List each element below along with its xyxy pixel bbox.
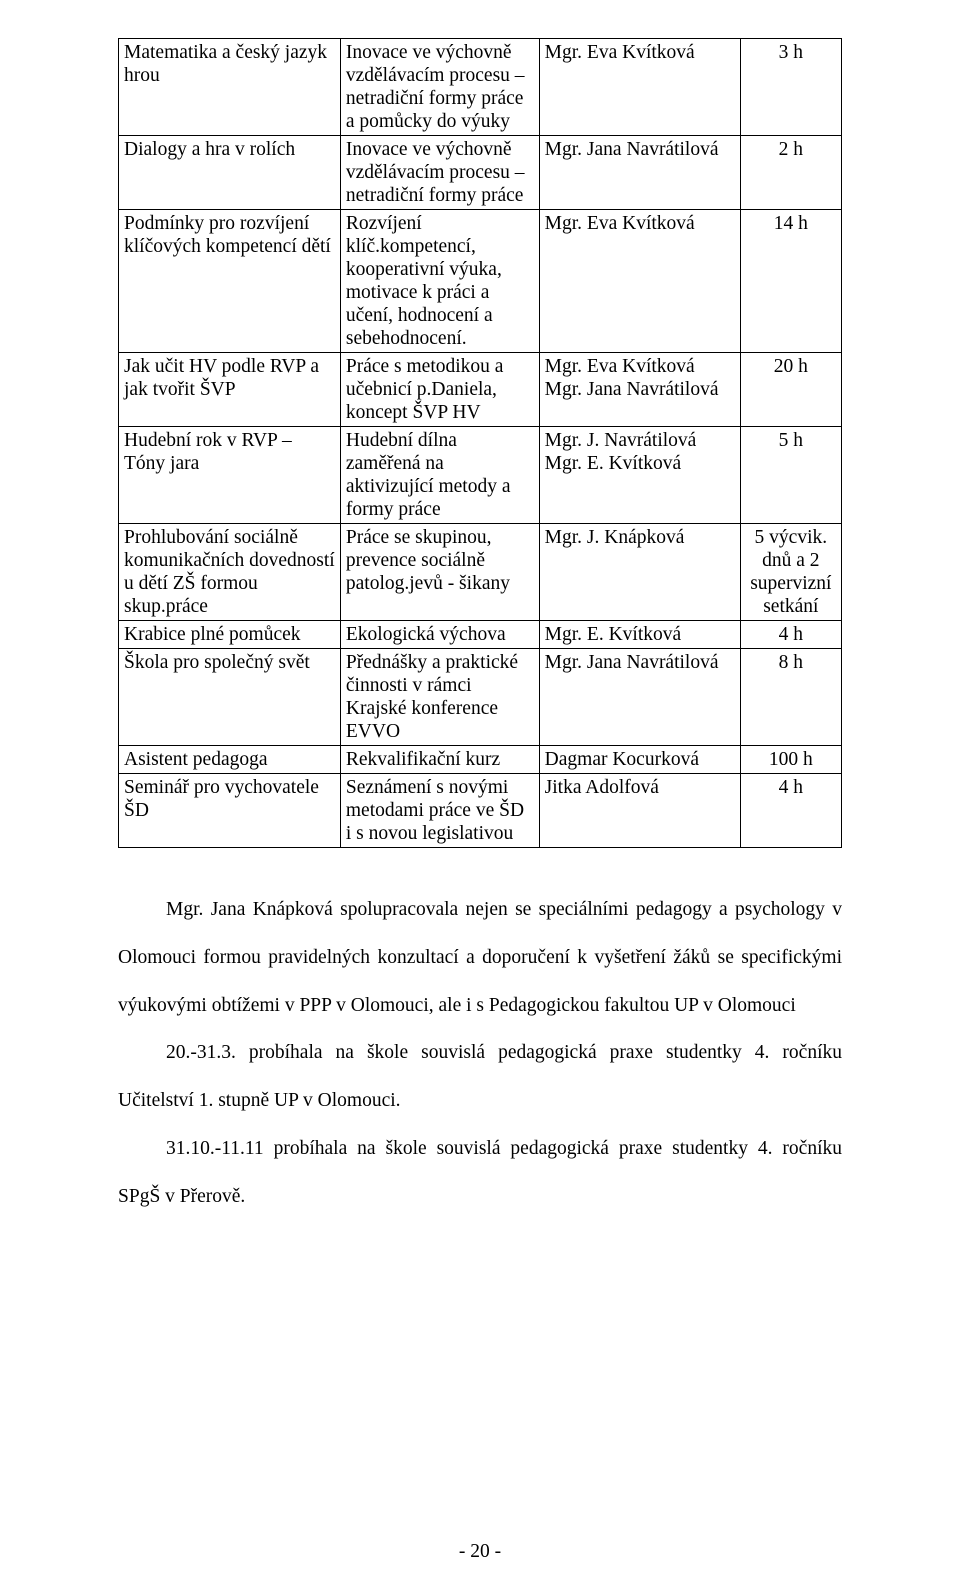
body-text: Mgr. Jana Knápková spolupracovala nejen … [118,886,842,1220]
cell-person: Mgr. Jana Navrátilová [539,136,740,210]
cell-duration: 4 h [740,621,841,649]
cell-desc: Rozvíjení klíč.kompetencí, kooperativní … [340,210,539,353]
cell-person: Mgr. Eva Kvítková [539,39,740,136]
table-row: Matematika a český jazyk hrou Inovace ve… [119,39,842,136]
cell-desc: Seznámení s novými metodami práce ve ŠD … [340,774,539,848]
cell-person: Mgr. Eva KvítkováMgr. Jana Navrátilová [539,353,740,427]
cell-topic: Krabice plné pomůcek [119,621,341,649]
table-body: Matematika a český jazyk hrou Inovace ve… [119,39,842,848]
cell-person: Dagmar Kocurková [539,746,740,774]
training-table: Matematika a český jazyk hrou Inovace ve… [118,38,842,848]
cell-duration: 20 h [740,353,841,427]
cell-desc: Ekologická výchova [340,621,539,649]
cell-duration: 100 h [740,746,841,774]
cell-person: Mgr. Eva Kvítková [539,210,740,353]
cell-topic: Matematika a český jazyk hrou [119,39,341,136]
cell-desc: Inovace ve výchovně vzdělávacím procesu … [340,39,539,136]
table-row: Krabice plné pomůcek Ekologická výchova … [119,621,842,649]
cell-duration: 2 h [740,136,841,210]
table-row: Škola pro společný svět Přednášky a prak… [119,649,842,746]
cell-person: Mgr. J. NavrátilováMgr. E. Kvítková [539,427,740,524]
table-row: Dialogy a hra v rolích Inovace ve výchov… [119,136,842,210]
page-number: - 20 - [0,1541,960,1563]
cell-desc: Přednášky a praktické činnosti v rámci K… [340,649,539,746]
cell-topic: Škola pro společný svět [119,649,341,746]
cell-desc: Rekvalifikační kurz [340,746,539,774]
cell-desc: Inovace ve výchovně vzdělávacím procesu … [340,136,539,210]
paragraph-3: 31.10.-11.11 probíhala na škole souvislá… [118,1125,842,1221]
cell-person: Mgr. Jana Navrátilová [539,649,740,746]
cell-topic: Dialogy a hra v rolích [119,136,341,210]
page: Matematika a český jazyk hrou Inovace ve… [0,0,960,1585]
cell-desc: Práce se skupinou, prevence sociálně pat… [340,524,539,621]
cell-person: Jitka Adolfová [539,774,740,848]
paragraph-1: Mgr. Jana Knápková spolupracovala nejen … [118,886,842,1029]
cell-duration: 3 h [740,39,841,136]
table-row: Prohlubování sociálně komunikačních dove… [119,524,842,621]
cell-desc: Hudební dílna zaměřená na aktivizující m… [340,427,539,524]
cell-topic: Asistent pedagoga [119,746,341,774]
cell-topic: Seminář pro vychovatele ŠD [119,774,341,848]
table-row: Podmínky pro rozvíjení klíčových kompete… [119,210,842,353]
paragraph-2: 20.-31.3. probíhala na škole souvislá pe… [118,1029,842,1125]
table-row: Asistent pedagoga Rekvalifikační kurz Da… [119,746,842,774]
cell-duration: 14 h [740,210,841,353]
cell-duration: 5 h [740,427,841,524]
cell-desc: Práce s metodikou a učebnicí p.Daniela, … [340,353,539,427]
cell-topic: Jak učit HV podle RVP a jak tvořit ŠVP [119,353,341,427]
cell-person: Mgr. E. Kvítková [539,621,740,649]
cell-topic: Podmínky pro rozvíjení klíčových kompete… [119,210,341,353]
table-row: Jak učit HV podle RVP a jak tvořit ŠVP P… [119,353,842,427]
cell-duration: 5 výcvik. dnů a 2 supervizní setkání [740,524,841,621]
table-row: Hudební rok v RVP – Tóny jara Hudební dí… [119,427,842,524]
cell-topic: Hudební rok v RVP – Tóny jara [119,427,341,524]
cell-duration: 4 h [740,774,841,848]
cell-duration: 8 h [740,649,841,746]
table-row: Seminář pro vychovatele ŠD Seznámení s n… [119,774,842,848]
cell-topic: Prohlubování sociálně komunikačních dove… [119,524,341,621]
cell-person: Mgr. J. Knápková [539,524,740,621]
